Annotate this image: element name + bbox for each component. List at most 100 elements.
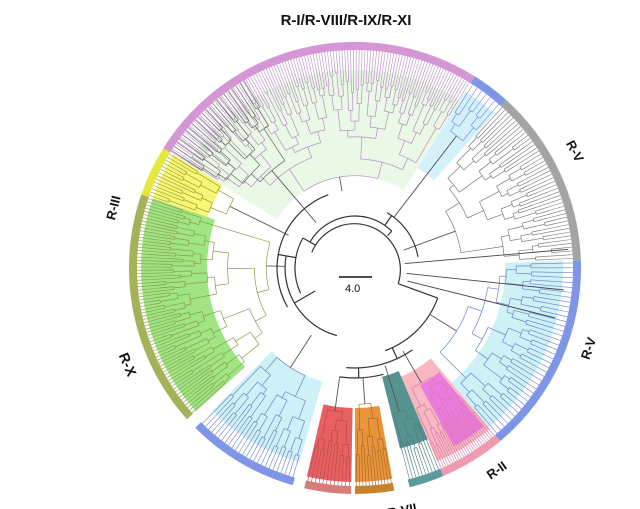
internal-branch [298,420,305,439]
internal-branch [263,414,277,438]
leaf-branch [441,456,447,467]
internal-branch [323,69,328,86]
internal-branch [149,241,171,245]
internal-branch [173,286,186,289]
leaf-branch [435,449,444,468]
internal-branch [392,104,396,113]
internal-branch [183,178,200,188]
leaf-branch [228,90,241,108]
leaf-branch [553,313,568,318]
leaf-branch [147,331,158,336]
internal-branch [257,438,266,453]
leaf-branch [231,439,238,449]
leaf-branch [454,76,460,85]
leaf-branch [292,464,297,478]
internal-branch [243,89,257,110]
internal-branch [170,192,185,199]
leaf-branch [475,93,487,108]
leaf-branch [451,440,462,459]
long-spoke [406,272,564,291]
internal-branch [522,329,530,333]
internal-branch [514,343,529,351]
internal-branch [397,66,406,98]
internal-branch [224,377,230,383]
leaf-branch [550,231,571,236]
leaf-branch [514,144,535,159]
leaf-branch [181,385,200,401]
leaf-branch [466,84,474,94]
leaf-branch [253,452,259,462]
leaf-branch [547,302,570,308]
internal-branch [160,298,179,302]
leaf-branch [485,429,493,438]
internal-branch [401,75,410,101]
clade-stem [334,376,341,412]
internal-branch [322,439,326,450]
internal-arc [257,117,260,120]
internal-branch [403,84,410,102]
internal-branch [345,421,348,445]
internal-branch [225,111,236,123]
internal-branch [296,455,300,465]
leaf-branch [221,95,240,119]
internal-branch [492,148,514,165]
internal-branch [180,155,202,171]
leaf-branch [276,64,285,85]
internal-branch [285,79,291,94]
r-v-top-shade [417,91,495,181]
internal-branch [336,63,339,73]
internal-branch [237,418,253,440]
internal-branch [262,106,273,124]
internal-branch [188,330,200,336]
leaf-branch [202,409,217,424]
internal-branch [174,197,184,202]
internal-branch [185,167,197,175]
internal-branch [375,127,378,139]
internal-branch [223,107,234,120]
internal-branch [336,430,339,444]
internal-branch [510,361,525,371]
leaf-branch [394,53,397,63]
leaf-branch [536,163,547,170]
internal-branch [485,400,497,412]
leaf-branch [448,440,460,460]
r-v-top-ring [470,76,507,106]
leaf-branch [205,109,213,118]
internal-branch [435,97,443,111]
root-arc [384,297,439,352]
internal-branch [413,448,420,466]
internal-branch [263,128,286,161]
internal-branch [145,284,167,287]
internal-branch [448,104,456,116]
leaf-branch [197,116,208,127]
internal-branch [412,417,417,425]
internal-branch [451,113,458,122]
internal-branch [526,186,543,194]
internal-branch [220,140,226,146]
leaf-branch [396,54,400,71]
leaf-branch [542,359,552,364]
internal-branch [331,95,335,111]
leaf-branch [442,447,451,465]
internal-branch [431,95,438,107]
internal-branch [337,109,341,131]
leaf-branch [531,160,545,169]
leaf-branch [247,77,256,92]
internal-branch [229,111,236,118]
leaf-branch [416,60,423,79]
internal-branch [506,390,517,399]
clade-stem [290,334,312,368]
internal-branch [312,445,316,459]
leaf-branch [208,420,217,430]
leaf-branch [163,162,179,172]
leaf-branch [358,49,360,78]
internal-branch [148,260,183,263]
internal-branch [149,263,172,265]
leaf-branch [158,172,178,182]
leaf-branch [276,458,283,472]
internal-branch [165,281,185,284]
internal-branch [467,423,475,434]
internal-branch [479,108,489,119]
leaf-branch [413,468,417,478]
internal-branch [217,189,234,200]
